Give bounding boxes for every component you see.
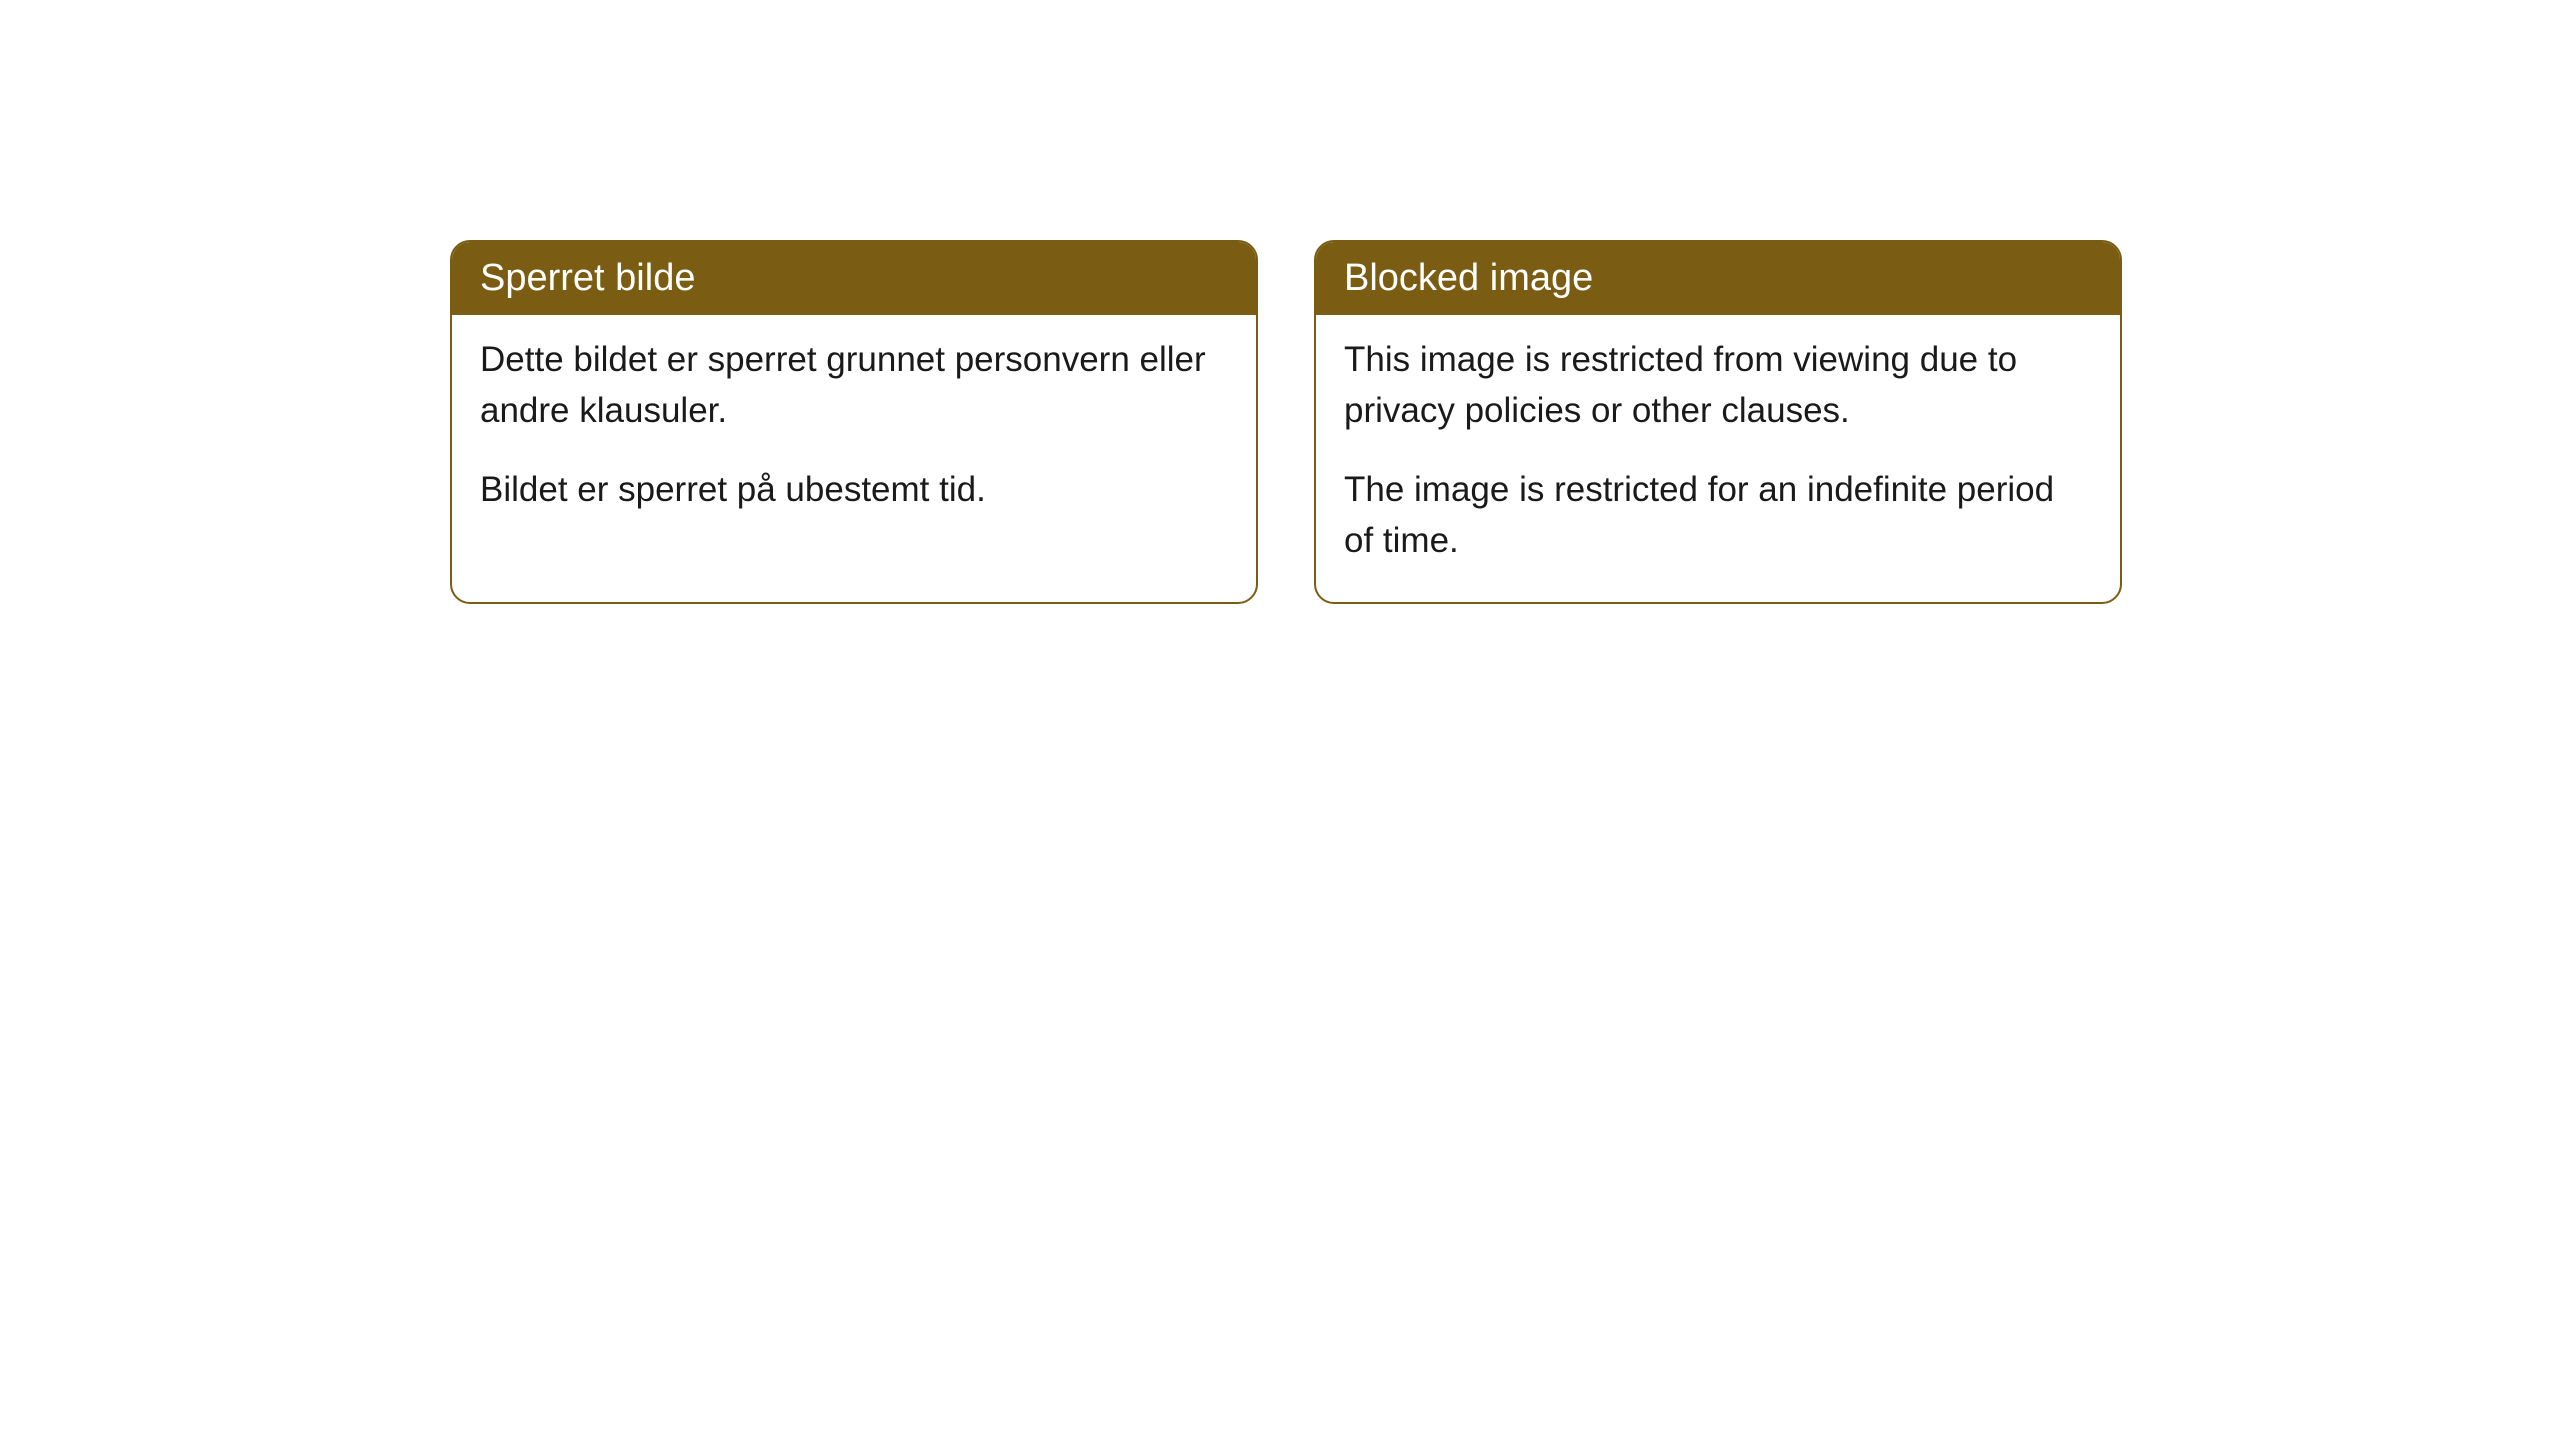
card-paragraph: The image is restricted for an indefinit… (1344, 465, 2092, 567)
blocked-image-card-norwegian: Sperret bilde Dette bildet er sperret gr… (450, 240, 1258, 604)
blocked-image-card-english: Blocked image This image is restricted f… (1314, 240, 2122, 604)
card-paragraph: Bildet er sperret på ubestemt tid. (480, 465, 1228, 516)
card-body-english: This image is restricted from viewing du… (1316, 315, 2120, 602)
card-title-norwegian: Sperret bilde (452, 242, 1256, 315)
card-paragraph: This image is restricted from viewing du… (1344, 335, 2092, 437)
card-paragraph: Dette bildet er sperret grunnet personve… (480, 335, 1228, 437)
card-body-norwegian: Dette bildet er sperret grunnet personve… (452, 315, 1256, 551)
card-title-english: Blocked image (1316, 242, 2120, 315)
cards-container: Sperret bilde Dette bildet er sperret gr… (450, 240, 2122, 604)
